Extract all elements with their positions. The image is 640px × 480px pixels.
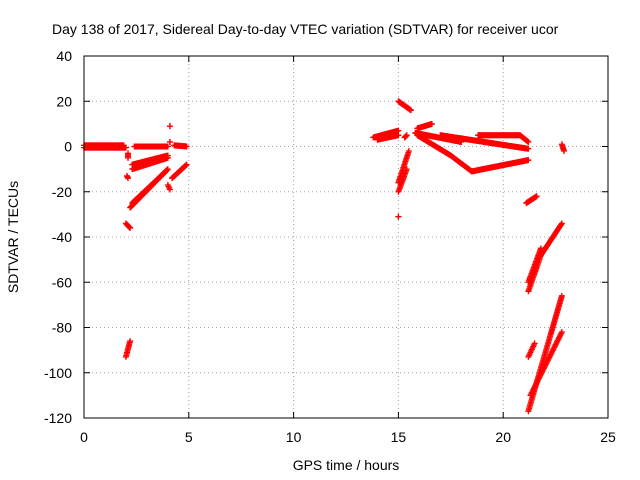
data-series-segment [125, 150, 132, 161]
data-series-segment [131, 143, 171, 150]
x-axis-label: GPS time / hours [293, 457, 400, 473]
data-point [403, 166, 410, 173]
data-series-segment [395, 213, 402, 220]
data-series-segment [447, 152, 475, 175]
data-series-segment [558, 141, 567, 155]
x-tick-label: 5 [185, 429, 193, 445]
data-series-segment [169, 161, 190, 182]
data-series-segment [525, 245, 544, 286]
data-series-segment [437, 132, 532, 152]
y-tick-label: 20 [56, 93, 72, 109]
data-series-segment [523, 193, 540, 207]
data-series-segment [414, 120, 435, 132]
data-point [166, 123, 173, 130]
data-point [395, 132, 402, 139]
data-point [125, 154, 132, 161]
data-point [166, 186, 173, 193]
data-point [166, 138, 173, 145]
data-series-segment [171, 142, 190, 150]
data-point [525, 157, 532, 164]
data-series-segment [129, 168, 169, 207]
plot-frame [83, 55, 609, 419]
y-axis-label: SDTVAR / TECUs [5, 181, 21, 293]
data-point [558, 220, 565, 227]
data-point [164, 143, 171, 150]
data-point [560, 148, 567, 155]
data-point [537, 245, 544, 252]
points-layer [81, 98, 567, 415]
data-point [525, 145, 532, 152]
data-series-segment [166, 123, 173, 130]
x-tick-label: 15 [391, 429, 407, 445]
data-point [120, 142, 127, 149]
data-series-segment [475, 132, 523, 139]
data-series-segment [129, 152, 171, 168]
data-series-segment [395, 98, 414, 114]
data-point [162, 168, 169, 175]
data-series-segment [374, 132, 402, 143]
x-tick-label: 0 [80, 429, 88, 445]
data-point [162, 169, 169, 176]
data-point [407, 107, 414, 114]
data-series-segment [537, 220, 565, 259]
data-point [405, 148, 412, 155]
y-tick-label: 40 [56, 48, 72, 64]
data-series-segment [166, 138, 173, 145]
grid-layer [84, 56, 608, 418]
data-series-segment [122, 338, 134, 360]
data-series-segment [527, 329, 565, 399]
data-series-segment [122, 220, 134, 231]
data-point [126, 224, 133, 231]
x-tick-label: 10 [286, 429, 302, 445]
data-point [127, 338, 134, 345]
y-tick-label: -60 [52, 274, 72, 290]
y-tick-label: -20 [52, 184, 72, 200]
y-tick-label: -100 [44, 365, 72, 381]
data-point [558, 221, 565, 228]
data-point [533, 193, 540, 200]
data-series-segment [525, 340, 538, 360]
data-series-segment [164, 181, 173, 193]
data-series-segment [516, 132, 532, 145]
data-series-segment [395, 166, 410, 195]
data-series-segment [123, 172, 132, 182]
data-point [127, 224, 134, 231]
y-tick-label: -40 [52, 229, 72, 245]
data-point [403, 132, 410, 139]
data-point [403, 132, 410, 139]
data-point [395, 213, 402, 220]
data-point [164, 152, 171, 159]
data-point [183, 143, 190, 150]
data-point [428, 120, 435, 127]
data-point [125, 175, 132, 182]
y-tick-label: -80 [52, 320, 72, 336]
tick-layer: 0 5 10 15 20 25 -120 -100 -80 -60 -40 -20 0 20 40 [44, 48, 616, 445]
data-point [183, 161, 190, 168]
data-series-segment [414, 132, 454, 159]
x-tick-label: 25 [600, 429, 616, 445]
data-point [525, 138, 532, 145]
data-point [531, 340, 538, 347]
data-point [558, 292, 565, 299]
x-tick-label: 20 [495, 429, 511, 445]
y-tick-label: 0 [64, 139, 72, 155]
y-tick-label: -120 [44, 410, 72, 426]
chart-title: Day 138 of 2017, Sidereal Day-to-day VTE… [52, 21, 559, 37]
data-series-segment [401, 132, 410, 141]
data-series-segment [81, 142, 127, 149]
data-series-segment [468, 157, 532, 175]
data-point [558, 329, 565, 336]
